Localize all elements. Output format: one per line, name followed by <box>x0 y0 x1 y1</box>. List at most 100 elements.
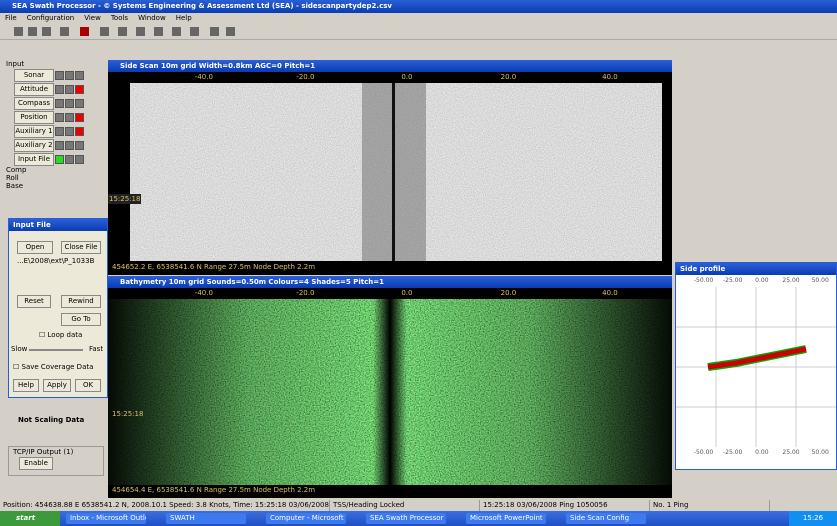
clock: 15:26 <box>789 511 837 526</box>
input-row: Auxiliary 2 <box>2 139 106 152</box>
status-lamp <box>75 127 84 136</box>
reset-button[interactable]: Reset <box>17 295 51 308</box>
taskbar-item[interactable]: Inbox - Microsoft Outlook <box>66 513 146 524</box>
status-lamp <box>55 141 64 150</box>
status-lamp <box>55 155 64 164</box>
taskbar: start 15:26 Inbox - Microsoft Outlook SWA… <box>0 511 837 526</box>
bathymetry-image <box>108 299 672 485</box>
status-field: 15:25:18 03/06/2008 Ping 1050056 <box>480 500 650 511</box>
input-button[interactable]: Position <box>14 111 54 124</box>
menu-item[interactable]: Configuration <box>27 13 74 24</box>
status-lamp <box>65 99 74 108</box>
axis-tick-label: 50.00 <box>812 277 829 284</box>
input-button[interactable]: Compass <box>14 97 54 110</box>
menu-item[interactable]: View <box>84 13 101 24</box>
input-button[interactable]: Auxiliary 2 <box>14 139 54 152</box>
status-lamp <box>65 155 74 164</box>
axis-tick-label: 0.0 <box>401 73 412 81</box>
status-lamp <box>75 113 84 122</box>
menu-item[interactable]: File <box>5 13 17 24</box>
ok-button[interactable]: OK <box>75 379 101 392</box>
status-lamp <box>55 113 64 122</box>
taskbar-item[interactable]: Side Scan Config <box>566 513 646 524</box>
input-button[interactable]: Attitude <box>14 83 54 96</box>
menu-item[interactable]: Tools <box>111 13 128 24</box>
sidescan-image <box>130 83 662 261</box>
axis-tick-label: -40.0 <box>195 289 213 297</box>
input-label: Roll <box>6 174 106 182</box>
sidescan-time-text: 15:25:18 <box>109 195 140 203</box>
menu-bar: File Configuration View Tools Window Help <box>0 13 837 24</box>
input-button[interactable]: Sonar <box>14 69 54 82</box>
bathymetry-title: Bathymetry 10m grid Sounds=0.50m Colours… <box>108 276 672 288</box>
open-button[interactable]: Open <box>17 241 53 254</box>
axis-tick-label: -20.0 <box>296 289 314 297</box>
axis-tick-label: 0.0 <box>401 289 412 297</box>
status-lamp <box>75 71 84 80</box>
sidescan-title: Side Scan 10m grid Width=0.8km AGC=0 Pit… <box>108 60 672 72</box>
axis-tick-label: 25.00 <box>782 277 799 284</box>
input-label: Base <box>6 182 106 190</box>
axis-tick-label: 40.0 <box>602 289 618 297</box>
axis-tick-label: 25.00 <box>782 449 799 456</box>
input-file-dialog: Input File Open Close File ...E\2008\ext… <box>8 218 108 398</box>
sidescan-time: 15:25:18 <box>108 194 141 204</box>
tcp-title: TCP/IP Output (1) <box>13 448 99 456</box>
help-button[interactable]: Help <box>13 379 39 392</box>
status-bar: Position: 454638.88 E 6538541.2 N, 2008.… <box>0 500 837 511</box>
input-button[interactable]: Auxiliary 1 <box>14 125 54 138</box>
status-lamp <box>55 127 64 136</box>
loop-checkbox[interactable]: ☐ Loop data <box>39 331 82 339</box>
status-lamp <box>75 141 84 150</box>
menu-item[interactable]: Help <box>176 13 192 24</box>
fast-label: Fast <box>89 345 103 353</box>
apply-button[interactable]: Apply <box>43 379 71 392</box>
input-button[interactable]: Input File <box>14 153 54 166</box>
status-lamp <box>55 99 64 108</box>
enable-button[interactable]: Enable <box>19 457 53 470</box>
axis-tick-label: -50.00 <box>694 277 713 284</box>
input-row: Attitude <box>2 83 106 96</box>
status-field: No. 1 Ping <box>650 500 770 511</box>
status-lamp <box>55 71 64 80</box>
axis-tick-label: 20.0 <box>501 289 517 297</box>
file-path: ...E\2008\ext\P_1033B <box>17 257 105 265</box>
axis-tick-label: -50.00 <box>694 449 713 456</box>
axis-tick-label: -20.0 <box>296 73 314 81</box>
desktop: SEA Swath Processor - © Systems Engineer… <box>0 0 837 526</box>
toolbar-icons <box>0 24 260 40</box>
rewind-button[interactable]: Rewind <box>61 295 101 308</box>
taskbar-item[interactable]: SEA Swath Processor <box>366 513 446 524</box>
start-button[interactable]: start <box>0 511 60 526</box>
status-lamp <box>65 127 74 136</box>
input-row: Position <box>2 111 106 124</box>
app-title-bar: SEA Swath Processor - © Systems Engineer… <box>0 0 837 13</box>
close-file-button[interactable]: Close File <box>61 241 101 254</box>
toolbar <box>0 24 837 40</box>
taskbar-item[interactable]: Computer - Microsoft <box>266 513 346 524</box>
taskbar-item[interactable]: Microsoft PowerPoint <box>466 513 546 524</box>
menu-item[interactable]: Window <box>138 13 166 24</box>
goto-button[interactable]: Go To <box>61 313 101 326</box>
status-lamp <box>75 85 84 94</box>
status-lamp <box>65 85 74 94</box>
sidescan-footer: 454652.2 E, 6538541.6 N Range 27.5m Node… <box>112 263 315 271</box>
save-checkbox[interactable]: ☐ Save Coverage Data <box>13 363 93 371</box>
app-title: SEA Swath Processor - © Systems Engineer… <box>12 2 392 10</box>
page: {"window":{"title":"SEA Swath Processor … <box>0 0 837 526</box>
status-lamp <box>75 155 84 164</box>
status-lamp <box>75 99 84 108</box>
input-title: Input <box>6 60 106 68</box>
speed-slider[interactable] <box>29 349 83 351</box>
input-row: Sonar <box>2 69 106 82</box>
taskbar-item[interactable]: SWATH <box>166 513 246 524</box>
axis-tick-label: 0.00 <box>755 449 768 456</box>
input-label: Comp <box>6 166 106 174</box>
axis-tick-label: 0.00 <box>755 277 768 284</box>
status-lamp <box>55 85 64 94</box>
slow-label: Slow <box>11 345 27 353</box>
save-label: Save Coverage Data <box>22 363 94 371</box>
axis-tick-label: -25.00 <box>723 449 742 456</box>
